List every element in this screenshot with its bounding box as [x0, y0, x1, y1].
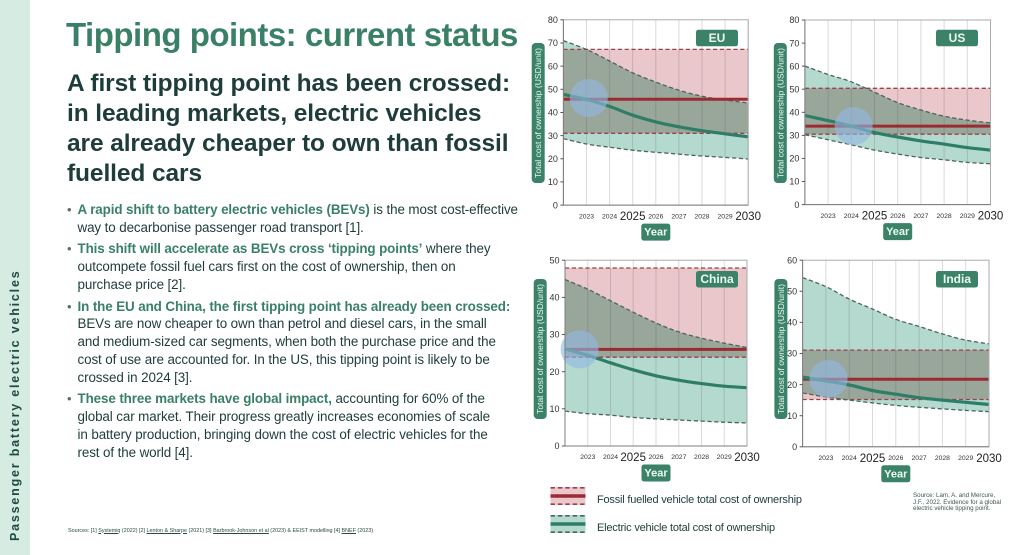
svg-text:30: 30: [787, 349, 797, 359]
svg-text:2027: 2027: [671, 454, 686, 461]
svg-text:2024: 2024: [842, 455, 857, 462]
svg-text:0: 0: [792, 442, 797, 452]
svg-text:2023: 2023: [580, 454, 595, 461]
svg-text:10: 10: [549, 404, 559, 414]
svg-text:10: 10: [789, 177, 799, 187]
svg-text:30: 30: [549, 330, 559, 340]
svg-text:2028: 2028: [694, 213, 709, 220]
svg-text:Total cost of ownership (USD/u: Total cost of ownership (USD/unit): [776, 284, 786, 414]
svg-text:Year: Year: [644, 227, 668, 239]
svg-text:50: 50: [549, 255, 559, 265]
svg-text:20: 20: [549, 367, 559, 377]
svg-text:2029: 2029: [717, 454, 732, 461]
svg-text:2030: 2030: [978, 211, 1004, 223]
svg-text:2026: 2026: [888, 455, 903, 462]
svg-text:2027: 2027: [912, 455, 927, 462]
svg-text:Year: Year: [886, 226, 910, 238]
svg-text:India: India: [943, 272, 971, 286]
svg-text:Total cost of ownership (USD/u: Total cost of ownership (USD/unit): [533, 48, 543, 178]
svg-text:2029: 2029: [960, 213, 975, 220]
svg-text:30: 30: [548, 131, 558, 141]
svg-text:2027: 2027: [671, 213, 686, 220]
svg-text:20: 20: [789, 154, 799, 164]
svg-text:2026: 2026: [648, 454, 663, 461]
svg-text:2026: 2026: [890, 213, 905, 220]
svg-text:2030: 2030: [734, 452, 760, 464]
svg-text:2025: 2025: [860, 453, 886, 465]
svg-text:80: 80: [789, 15, 799, 25]
svg-text:EU: EU: [709, 31, 726, 45]
svg-text:10: 10: [548, 177, 558, 187]
svg-text:60: 60: [787, 255, 797, 265]
svg-text:2030: 2030: [735, 211, 761, 223]
svg-text:30: 30: [789, 131, 799, 141]
svg-text:80: 80: [548, 15, 558, 25]
svg-text:Year: Year: [884, 468, 908, 480]
svg-text:50: 50: [789, 84, 799, 94]
svg-text:0: 0: [553, 200, 558, 210]
svg-text:2024: 2024: [603, 454, 618, 461]
svg-text:10: 10: [787, 411, 797, 421]
svg-text:2028: 2028: [935, 455, 950, 462]
svg-text:2023: 2023: [579, 213, 594, 220]
svg-text:40: 40: [787, 318, 797, 328]
svg-text:2024: 2024: [602, 213, 617, 220]
svg-text:2023: 2023: [818, 455, 833, 462]
svg-text:2025: 2025: [862, 211, 888, 223]
svg-text:Total cost of ownership (USD/u: Total cost of ownership (USD/unit): [535, 284, 545, 414]
svg-text:50: 50: [548, 85, 558, 95]
svg-text:2029: 2029: [958, 455, 973, 462]
svg-text:20: 20: [787, 380, 797, 390]
svg-text:60: 60: [789, 61, 799, 71]
svg-text:70: 70: [789, 38, 799, 48]
svg-text:2023: 2023: [821, 213, 836, 220]
svg-text:40: 40: [549, 293, 559, 303]
svg-text:Year: Year: [644, 468, 668, 480]
svg-text:2025: 2025: [620, 452, 646, 464]
svg-text:2025: 2025: [620, 211, 646, 223]
svg-text:20: 20: [548, 154, 558, 164]
svg-text:US: US: [949, 31, 966, 45]
svg-text:40: 40: [548, 108, 558, 118]
svg-text:2028: 2028: [937, 213, 952, 220]
svg-text:70: 70: [548, 38, 558, 48]
svg-text:60: 60: [548, 61, 558, 71]
svg-text:2026: 2026: [648, 213, 663, 220]
svg-text:2028: 2028: [694, 454, 709, 461]
svg-text:2030: 2030: [976, 453, 1002, 465]
svg-text:2029: 2029: [718, 213, 733, 220]
svg-text:2027: 2027: [913, 213, 928, 220]
svg-text:0: 0: [794, 200, 799, 210]
svg-text:China: China: [700, 272, 734, 286]
svg-text:0: 0: [554, 441, 559, 451]
svg-text:50: 50: [787, 287, 797, 297]
svg-text:2024: 2024: [844, 213, 859, 220]
svg-text:40: 40: [789, 108, 799, 118]
svg-text:Total cost of ownership (USD/u: Total cost of ownership (USD/unit): [775, 48, 785, 178]
